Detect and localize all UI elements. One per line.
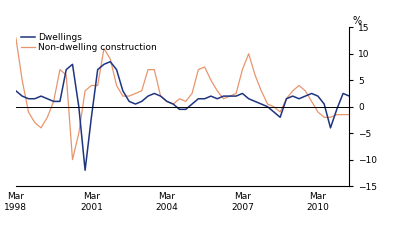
Dwellings (152, 92, 157, 95)
Dwellings (227, 95, 232, 97)
Non-dwelling construction (70, 158, 75, 161)
Dwellings (347, 95, 352, 97)
Dwellings (252, 100, 257, 103)
Dwellings (83, 169, 87, 172)
Non-dwelling construction (221, 97, 226, 100)
Dwellings (208, 95, 213, 97)
Non-dwelling construction (215, 89, 220, 92)
Non-dwelling construction (246, 52, 251, 55)
Non-dwelling construction (76, 132, 81, 135)
Non-dwelling construction (347, 113, 352, 116)
Non-dwelling construction (202, 66, 207, 68)
Legend: Dwellings, Non-dwelling construction: Dwellings, Non-dwelling construction (20, 32, 158, 53)
Non-dwelling construction (146, 68, 150, 71)
Dwellings (70, 63, 75, 66)
Line: Non-dwelling construction: Non-dwelling construction (16, 38, 349, 160)
Dwellings (13, 89, 18, 92)
Dwellings (221, 95, 226, 97)
Dwellings (108, 60, 113, 63)
Non-dwelling construction (13, 37, 18, 39)
Line: Dwellings: Dwellings (16, 62, 349, 170)
Text: %: % (353, 16, 362, 26)
